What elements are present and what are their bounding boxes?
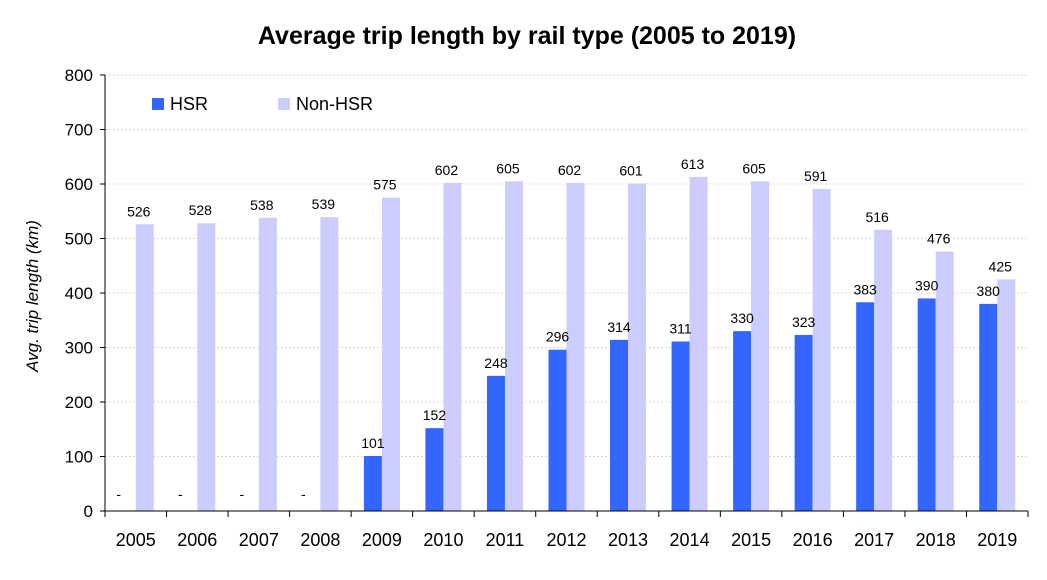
bar-non-hsr <box>751 181 770 511</box>
y-tick-label: 500 <box>65 230 93 249</box>
x-tick-label: 2007 <box>239 530 279 550</box>
y-tick-label: 100 <box>65 448 93 467</box>
data-label-hsr: 101 <box>361 435 385 451</box>
data-label-non-hsr: 605 <box>496 160 520 176</box>
bar-non-hsr <box>566 182 585 511</box>
bar-non-hsr <box>443 182 462 511</box>
data-label-hsr: 248 <box>484 355 508 371</box>
data-label-non-hsr: 516 <box>865 209 889 225</box>
data-label-hsr: 323 <box>792 314 816 330</box>
y-tick-label: 300 <box>65 339 93 358</box>
data-label-hsr: 152 <box>423 407 447 423</box>
y-tick-label: 700 <box>65 121 93 140</box>
data-label-hsr-missing: - <box>239 486 244 502</box>
legend-label: Non-HSR <box>296 94 373 114</box>
y-tick-label: 800 <box>65 66 93 85</box>
x-tick-label: 2010 <box>423 530 463 550</box>
bar-non-hsr <box>935 251 954 511</box>
x-tick-label: 2019 <box>977 530 1017 550</box>
bars <box>135 176 1016 512</box>
bar-non-hsr <box>628 183 647 511</box>
bar-hsr <box>425 428 444 511</box>
data-label-non-hsr: 591 <box>804 168 828 184</box>
data-labels: - 526 - 528 - 538 - 539 101 575 152 602 248 605 296 602… <box>116 156 1012 502</box>
bar-hsr <box>548 349 567 511</box>
bar-hsr <box>856 302 875 511</box>
data-label-hsr: 330 <box>730 310 754 326</box>
y-tick-label: 200 <box>65 393 93 412</box>
data-label-non-hsr: 425 <box>989 258 1013 274</box>
bar-non-hsr <box>381 197 400 511</box>
data-label-non-hsr: 539 <box>312 196 336 212</box>
x-tick-label: 2011 <box>486 530 525 550</box>
legend-swatch <box>278 98 290 110</box>
bar-non-hsr <box>997 279 1016 511</box>
bar-hsr <box>733 331 752 511</box>
legend-swatch <box>152 98 164 110</box>
x-tick-label: 2006 <box>177 530 217 550</box>
x-tick-label: 2015 <box>731 530 771 550</box>
x-tick-label: 2014 <box>670 530 710 550</box>
legend: HSR Non-HSR <box>152 94 373 114</box>
x-tick-label: 2005 <box>116 530 156 550</box>
bar-non-hsr <box>689 176 708 512</box>
data-label-non-hsr: 476 <box>927 231 951 247</box>
data-label-non-hsr: 602 <box>558 162 582 178</box>
bar-non-hsr <box>197 223 216 512</box>
chart-title: Average trip length by rail type (2005 t… <box>258 22 796 50</box>
x-tick-label: 2008 <box>300 530 340 550</box>
bar-hsr <box>917 298 936 511</box>
bar-hsr <box>794 334 813 511</box>
x-tick-label: 2012 <box>546 530 586 550</box>
data-label-non-hsr: 613 <box>681 156 705 172</box>
data-label-hsr-missing: - <box>116 486 121 502</box>
data-label-hsr: 296 <box>546 329 570 345</box>
x-tick-label: 2009 <box>362 530 402 550</box>
data-label-non-hsr: 602 <box>435 162 459 178</box>
data-label-non-hsr: 528 <box>189 202 213 218</box>
x-tick-label: 2013 <box>608 530 648 550</box>
bar-non-hsr <box>320 217 339 511</box>
data-label-non-hsr: 575 <box>373 177 397 193</box>
y-tick-label: 0 <box>84 502 93 521</box>
bar-non-hsr <box>135 224 154 511</box>
data-label-non-hsr: 526 <box>127 203 151 219</box>
x-tick-label: 2017 <box>854 530 894 550</box>
data-label-hsr: 311 <box>669 321 692 337</box>
bar-hsr <box>671 341 690 511</box>
data-label-hsr: 383 <box>853 281 877 297</box>
bar-hsr <box>979 303 998 511</box>
legend-label: HSR <box>170 94 208 114</box>
data-label-non-hsr: 538 <box>250 197 274 213</box>
data-label-hsr: 314 <box>607 319 631 335</box>
axes: 0 100 200 300 400 500 600 700 800 2005 2006 2007 200… <box>65 66 1029 550</box>
x-tick-label: 2018 <box>916 530 956 550</box>
data-label-hsr: 390 <box>915 277 939 293</box>
bar-hsr <box>486 375 505 511</box>
data-label-hsr-missing: - <box>301 486 306 502</box>
y-axis-label: Avg. trip length (km) <box>23 220 42 373</box>
data-label-non-hsr: 601 <box>619 162 643 178</box>
data-label-hsr: 380 <box>977 283 1001 299</box>
bar-non-hsr <box>812 188 831 511</box>
bar-hsr <box>363 455 382 511</box>
data-label-non-hsr: 605 <box>742 160 766 176</box>
data-label-hsr-missing: - <box>178 486 183 502</box>
bar-non-hsr <box>874 229 893 511</box>
y-tick-label: 400 <box>65 284 93 303</box>
x-tick-label: 2016 <box>793 530 833 550</box>
bar-non-hsr <box>258 217 277 512</box>
bar-hsr <box>610 339 629 511</box>
bar-non-hsr <box>504 181 523 511</box>
y-tick-label: 600 <box>65 175 93 194</box>
